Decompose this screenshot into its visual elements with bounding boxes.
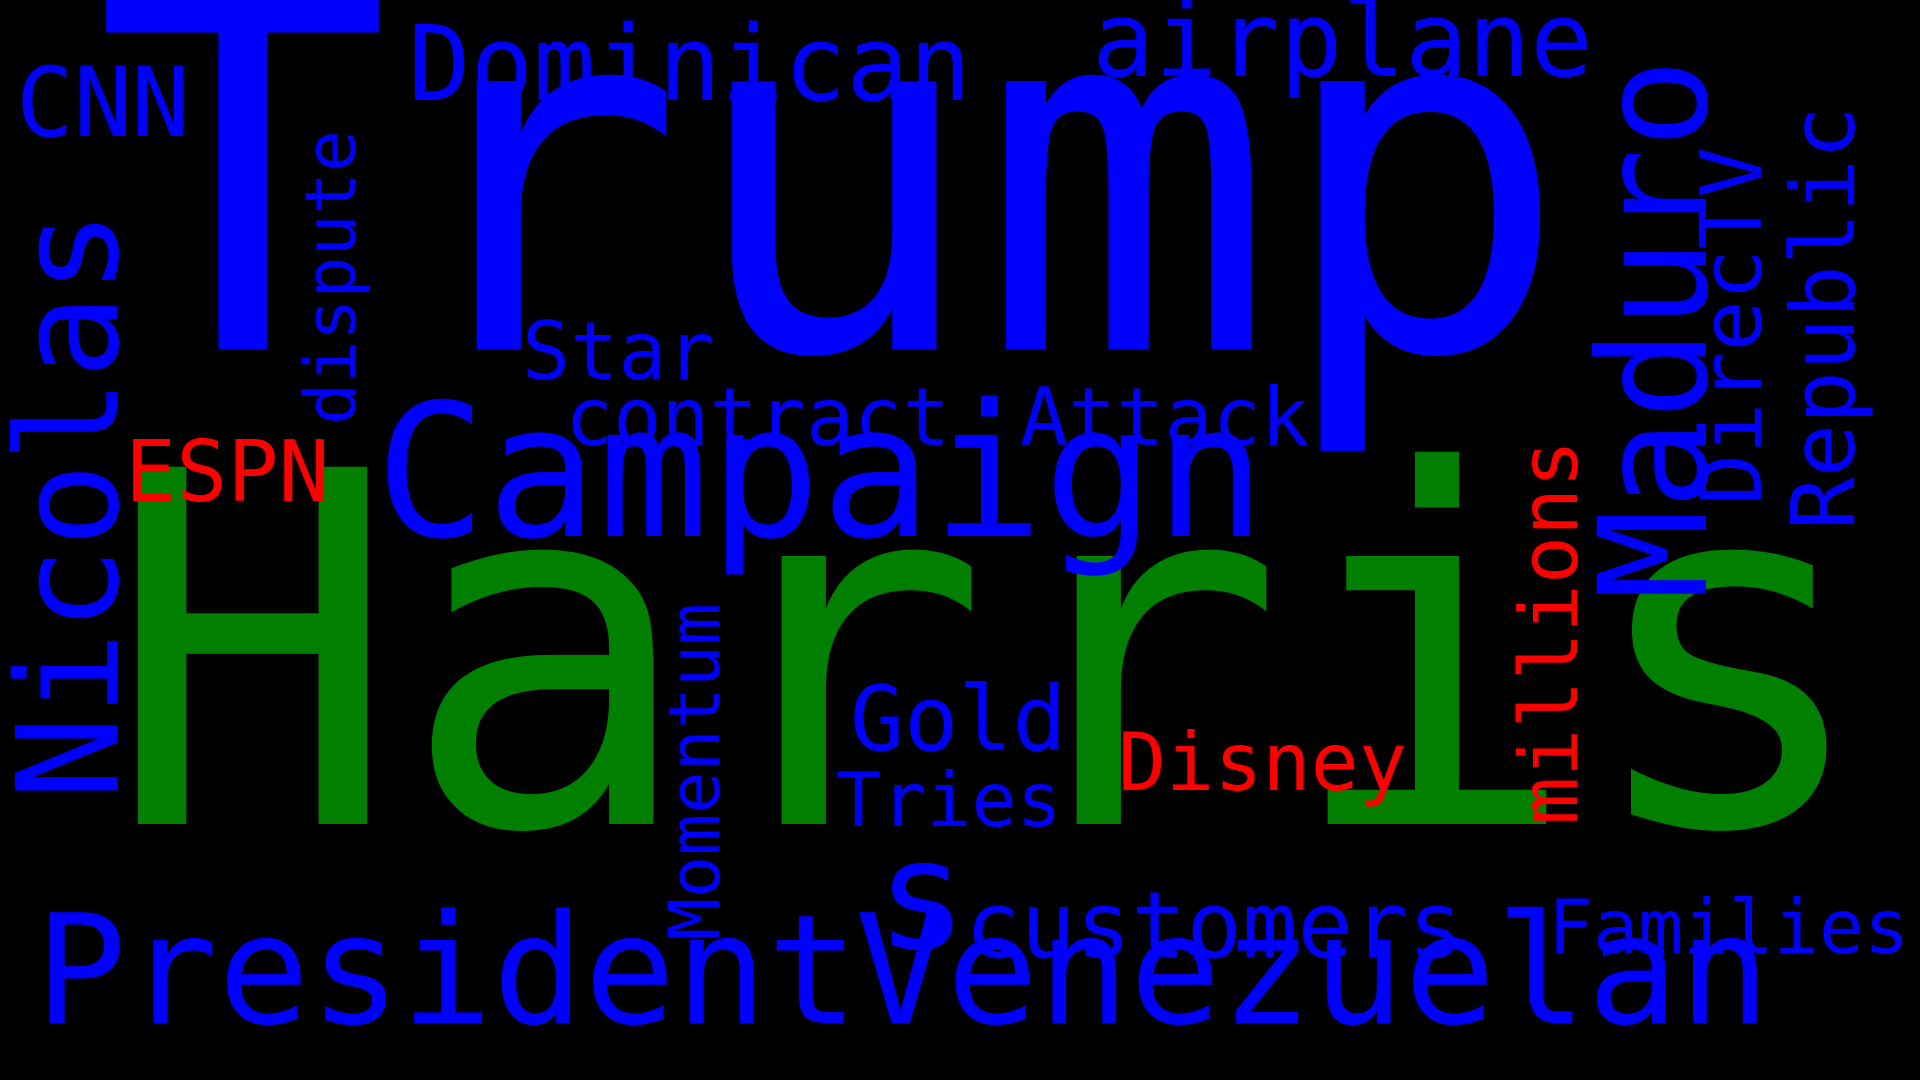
word-tries: Tries (836, 756, 1062, 844)
word-campaign: Campaign (375, 364, 1267, 580)
word-s: s (876, 807, 968, 984)
word-dispute: dispute (290, 129, 372, 425)
word-momentum: Momentum (654, 602, 736, 940)
word-nicolas: Nicolas (0, 209, 151, 800)
word-millions: millions (1503, 439, 1596, 825)
word-attack: Attack (1020, 371, 1309, 464)
word-customers: customers (965, 872, 1464, 979)
word-espn: ESPN (125, 423, 330, 522)
word-families: Families (1548, 883, 1910, 971)
word-contract: contract (565, 371, 951, 464)
word-directv: DirecTV (1683, 146, 1782, 505)
word-venezuelan: Venezuelan (855, 882, 1771, 1059)
word-republic: Republic (1772, 106, 1875, 530)
word-dominican: Dominican (408, 3, 972, 125)
word-star: Star (522, 305, 715, 398)
word-trump: Trump (95, 0, 1571, 465)
word-airplane: airplane (1092, 0, 1593, 101)
word-disney: Disney (1118, 716, 1407, 809)
word-cnn: CNN (16, 47, 190, 159)
word-president: President (35, 882, 859, 1059)
word-gold: Gold (850, 667, 1067, 772)
word-harris: Harris (105, 369, 1876, 940)
